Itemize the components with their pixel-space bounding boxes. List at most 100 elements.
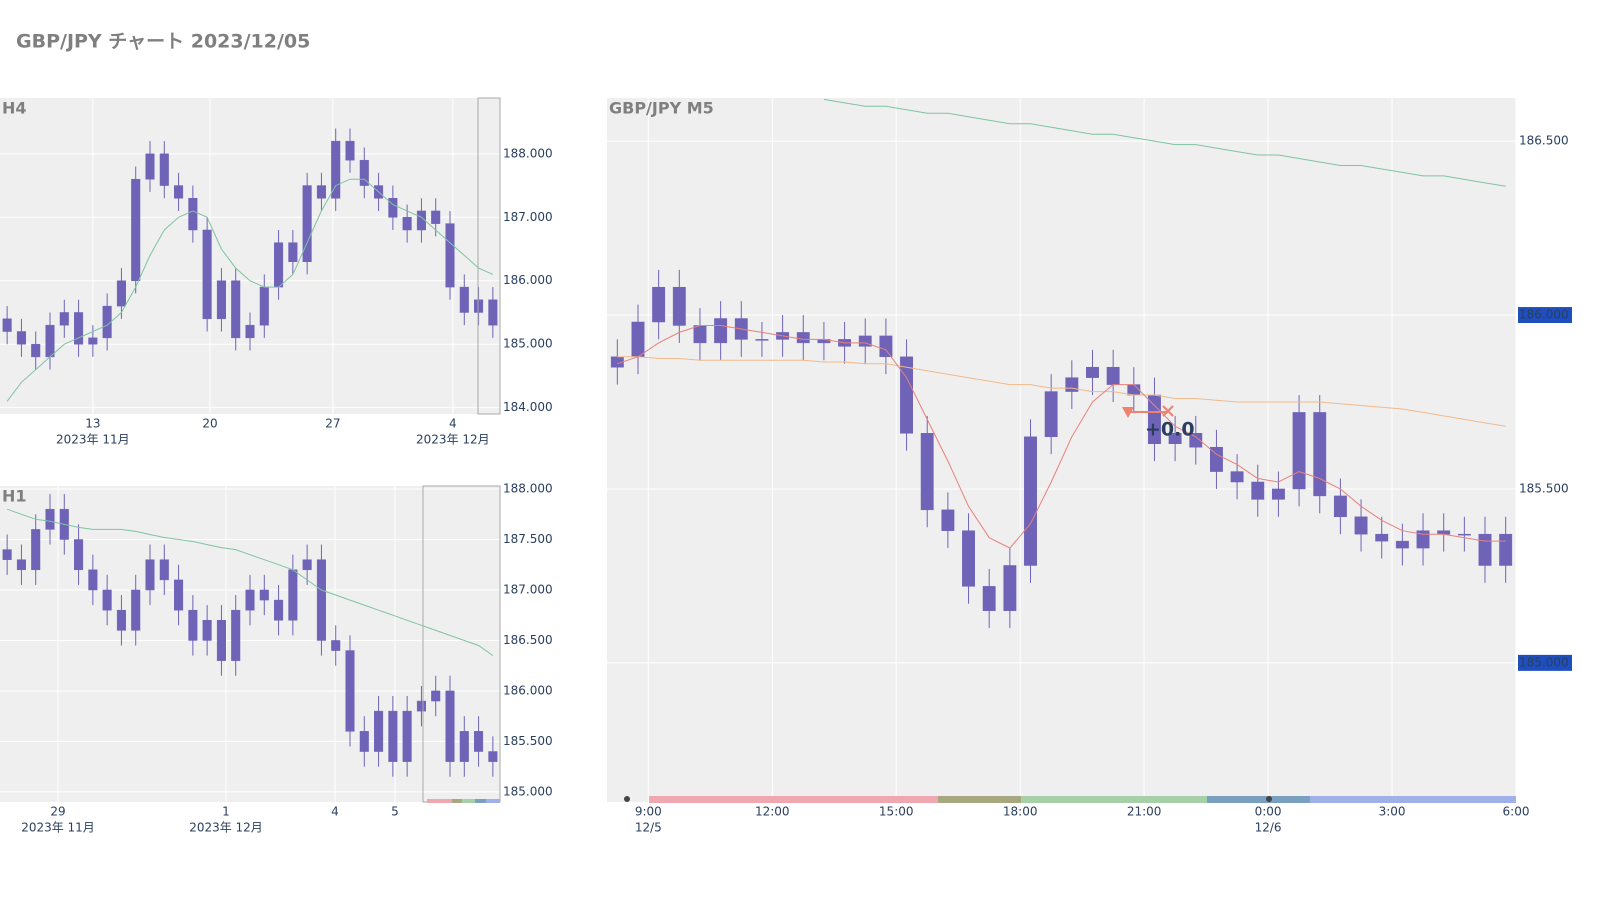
tick-highlight [1518,307,1572,324]
x-tick-label: 6:00 [1503,805,1530,819]
candle-body [145,153,155,180]
candle-body [331,140,341,199]
x-tick-label: 4 [449,417,457,431]
session-bar [486,799,500,803]
candle-body [174,185,184,199]
x-tick-label: 29 [50,805,65,819]
candle-body [879,335,893,358]
candle-body [1065,377,1079,392]
candle-body [1168,433,1182,444]
y-tick-label: 185.000 [1519,655,1569,669]
x-tick-label: 20 [202,417,217,431]
session-bar [1207,796,1310,803]
candle-body [941,509,955,531]
session-dot [624,796,630,802]
candle-body [2,549,12,560]
candle-body [1499,533,1513,566]
candle-body [445,223,455,288]
candle-body [88,337,98,345]
candle-body [374,710,384,752]
candle-body [202,229,212,320]
candle-body [1003,565,1017,611]
page-title: GBP/JPY チャート 2023/12/05 [16,31,310,53]
session-bar [1021,796,1207,803]
candle-body [316,185,326,199]
candle-body [1086,366,1099,378]
candle-body [45,324,55,358]
candle-body [2,318,12,332]
plot-background [0,98,500,414]
candle-body [459,286,469,313]
candle-body [1292,412,1306,490]
y-tick-label: 186.000 [1519,308,1569,322]
candle-body [1044,391,1058,438]
candle-body [259,286,269,326]
candle-body [388,710,398,762]
candle-body [1437,530,1451,535]
candle-body [714,318,728,344]
x-sublabel: 2023年 11月 [56,433,130,447]
candle-body [74,312,84,345]
candle-body [474,299,484,313]
candle-body [1333,495,1347,518]
candle-body [1375,533,1389,542]
candle-body [88,569,98,591]
candle-body [631,321,645,358]
candle-body [345,140,355,161]
moving-average [617,356,1506,427]
candle-body [488,299,498,326]
candle-body [359,159,369,186]
session-bar [452,799,462,803]
overlays: +0.0 [422,97,1516,803]
candle-body [900,356,914,434]
x-tick-label: 3:00 [1379,805,1406,819]
x-tick-label: 0:00 [1255,805,1282,819]
session-dot [1266,796,1272,802]
candle-body [445,690,455,762]
candle-body [202,620,212,641]
y-tick-label: 187.000 [503,210,553,224]
session-bar [475,799,486,803]
session-bar [427,799,452,803]
candle-body [174,579,184,611]
candle-body [216,620,226,661]
x-sublabel: 2023年 12月 [416,433,490,447]
candle-body [402,710,412,762]
plot-background [607,98,1516,802]
candle-body [459,731,469,762]
x-tick-label: 21:00 [1127,805,1162,819]
candle-body [1313,412,1327,497]
x-tick-label: 13 [85,417,100,431]
candle-body [402,217,412,231]
candle-body [145,559,155,591]
candle-body [316,559,326,641]
candle-body [1478,533,1492,566]
x-sublabel: 2023年 11月 [21,821,95,835]
candle-body [159,153,169,186]
y-tick-label: 185.500 [1519,481,1569,495]
moving-average [823,98,1506,187]
candle-body [116,280,126,307]
y-tick-label: 185.500 [503,734,553,748]
moving-average [617,325,1506,549]
candle-body [288,242,298,262]
session-bar [938,796,1021,803]
moving-average [6,178,494,402]
trade-result: +0.0 [1145,419,1195,441]
y-tick-label: 186.000 [503,683,553,697]
candle-body [1395,540,1409,549]
candle-body [1271,488,1285,500]
x-sublabel: 12/6 [1255,821,1282,835]
candle-body [16,559,26,571]
x-sublabel: 12/5 [635,821,662,835]
candle-body [431,690,441,702]
panel: 185.000 185.500 186.000 186.500 9:00 12:00 15:… [607,98,1572,835]
candle-body [858,335,872,347]
y-tick-label: 186.000 [503,273,553,287]
range-box [477,97,501,415]
y-tick-label: 187.500 [503,532,553,546]
x-tick-label: 4 [331,805,339,819]
y-tick-label: 184.000 [503,400,553,414]
candle-body [131,589,141,631]
session-bar [1310,796,1516,803]
